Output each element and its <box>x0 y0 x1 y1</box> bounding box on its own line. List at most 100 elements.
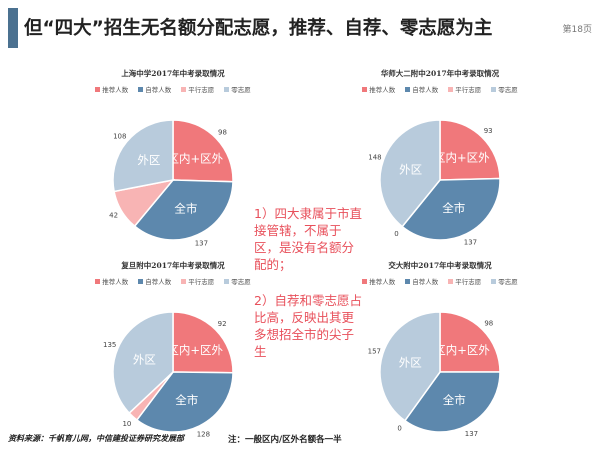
pie-value-label: 108 <box>113 133 126 141</box>
pie-slice <box>403 371 501 433</box>
pie-slice-caption: 全市 <box>442 201 465 215</box>
pie-slice <box>112 119 174 193</box>
page-number: 第18页 <box>562 25 592 35</box>
legend-swatch <box>448 278 454 284</box>
legend-swatch <box>405 86 411 92</box>
pie-slice <box>401 177 501 241</box>
pie-value-label: 0 <box>394 230 398 238</box>
legend-label: 自荐人数 <box>145 278 172 286</box>
legend-label: 零志愿 <box>498 86 518 94</box>
legend-label: 推荐人数 <box>102 278 129 286</box>
legend-swatch <box>181 86 187 92</box>
pie-chart: 98 区内+区外 137 全市 0 157 外区 <box>368 311 501 438</box>
pie-value-label: 10 <box>122 420 131 428</box>
legend-label: 推荐人数 <box>369 86 396 94</box>
legend-item: 平行志愿 <box>181 276 214 286</box>
legend-item: 零志愿 <box>491 84 518 94</box>
pie-value-label: 128 <box>197 430 210 438</box>
callout-note-2: 2）自荐和零志愿占比高，反映出其更多想招全市的尖子生 <box>254 293 362 359</box>
pie-value-label: 98 <box>218 128 227 136</box>
chart-shanghai-high-school: 上海中学2017年中考录取情况 推荐人数 自荐人数 平行志愿 零志愿 98 区内+区外 137… <box>58 68 288 248</box>
legend-swatch <box>224 278 230 284</box>
pie-slice <box>172 119 234 183</box>
legend-swatch <box>405 278 411 284</box>
legend-label: 平行志愿 <box>188 86 215 94</box>
legend-item: 零志愿 <box>224 276 251 286</box>
pie-slice <box>439 311 501 373</box>
chart-title: 交大附中2017年中考录取情况 <box>388 261 492 270</box>
pie-slice-caption: 外区 <box>399 355 422 369</box>
legend-swatch <box>138 278 144 284</box>
chart-sjtu-affiliated: 交大附中2017年中考录取情况推荐人数 自荐人数 平行志愿 零志愿 98 区内+区外 137… <box>325 260 555 440</box>
pie-value-label: 157 <box>368 347 381 355</box>
pie-value-label: 42 <box>109 212 118 220</box>
legend-label: 零志愿 <box>498 278 518 286</box>
legend-label: 自荐人数 <box>412 86 439 94</box>
pie-value-label: 137 <box>465 430 478 438</box>
legend-label: 平行志愿 <box>188 278 215 286</box>
pie-slice <box>379 119 441 228</box>
legend-item: 自荐人数 <box>405 276 438 286</box>
legend-item: 推荐人数 <box>362 84 395 94</box>
pie-slice-caption: 外区 <box>399 163 422 177</box>
pie-value-label: 137 <box>464 238 477 246</box>
legend-swatch <box>181 278 187 284</box>
legend-label: 自荐人数 <box>145 86 172 94</box>
pie-chart: 92 区内+区外 128 全市 10 135 外区 <box>103 311 234 438</box>
legend-item: 自荐人数 <box>138 276 171 286</box>
chart-fudan-affiliated: 复旦附中2017年中考录取情况推荐人数 自荐人数 平行志愿 零志愿 92 区内+区外 128… <box>58 260 288 440</box>
legend-swatch <box>362 278 368 284</box>
pie-value-label: 148 <box>368 153 381 161</box>
pie-slice <box>439 119 501 181</box>
pie-slice <box>133 179 234 241</box>
pie-slice-caption: 区内+区外 <box>434 343 490 357</box>
legend-item: 自荐人数 <box>405 84 438 94</box>
chart-title: 复旦附中2017年中考录取情况 <box>121 261 225 270</box>
pie-slice <box>135 371 234 433</box>
legend-swatch <box>224 86 230 92</box>
chart-legend: 推荐人数 自荐人数 平行志愿 零志愿 <box>325 84 555 94</box>
pie-slice <box>379 311 441 422</box>
legend-item: 推荐人数 <box>95 84 128 94</box>
chart-ecnu-second-affiliated: 华师大二附中2017年中考录取情况推荐人数 自荐人数 平行志愿 零志愿 93 区内+区外 1… <box>325 68 555 248</box>
pie-value-label: 137 <box>195 239 208 247</box>
pie-chart: 93 区内+区外 137 全市 0 148 外区 <box>368 119 501 246</box>
legend-label: 推荐人数 <box>369 278 396 286</box>
pie-slice-caption: 区内+区外 <box>168 151 224 165</box>
chart-title: 华师大二附中2017年中考录取情况 <box>380 69 500 78</box>
pie-slice-caption: 全市 <box>174 201 197 215</box>
legend-item: 平行志愿 <box>448 84 481 94</box>
pie-slice-caption: 外区 <box>133 353 156 367</box>
legend-label: 自荐人数 <box>412 278 439 286</box>
legend-swatch <box>95 278 101 284</box>
chart-legend: 推荐人数 自荐人数 平行志愿 零志愿 <box>58 84 288 94</box>
legend-item: 平行志愿 <box>181 84 214 94</box>
legend-label: 平行志愿 <box>455 86 482 94</box>
legend-label: 推荐人数 <box>102 86 129 94</box>
pie-slice-caption: 外区 <box>137 153 160 167</box>
legend-item: 平行志愿 <box>448 276 481 286</box>
legend-swatch <box>362 86 368 92</box>
title-accent-bar <box>8 8 18 48</box>
chart-title: 上海中学2017年中考录取情况 <box>121 69 225 78</box>
chart-legend: 推荐人数 自荐人数 平行志愿 零志愿 <box>58 276 288 286</box>
pie-slice-caption: 全市 <box>443 393 466 407</box>
legend-item: 零志愿 <box>491 276 518 286</box>
pie-slice-caption: 全市 <box>175 393 198 407</box>
callout-note-1: 1）四大隶属于市直接管辖，不属于区，是没有名额分配的； <box>254 206 362 272</box>
pie-value-label: 98 <box>484 320 493 328</box>
pie-value-label: 92 <box>218 320 227 328</box>
footnote: 注：一般区内/区外名额各一半 <box>228 435 342 445</box>
legend-swatch <box>448 86 454 92</box>
legend-label: 零志愿 <box>231 278 251 286</box>
legend-swatch <box>138 86 144 92</box>
chart-legend: 推荐人数 自荐人数 平行志愿 零志愿 <box>325 276 555 286</box>
pie-slice-caption: 区内+区外 <box>434 151 490 165</box>
legend-label: 平行志愿 <box>455 278 482 286</box>
pie-slice-caption: 区内+区外 <box>167 343 223 357</box>
legend-swatch <box>491 278 497 284</box>
pie-slice <box>172 311 234 374</box>
slide-title: 但“四大”招生无名额分配志愿，推荐、自荐、零志愿为主 <box>24 18 493 39</box>
legend-item: 推荐人数 <box>95 276 128 286</box>
pie-value-label: 93 <box>484 127 493 135</box>
